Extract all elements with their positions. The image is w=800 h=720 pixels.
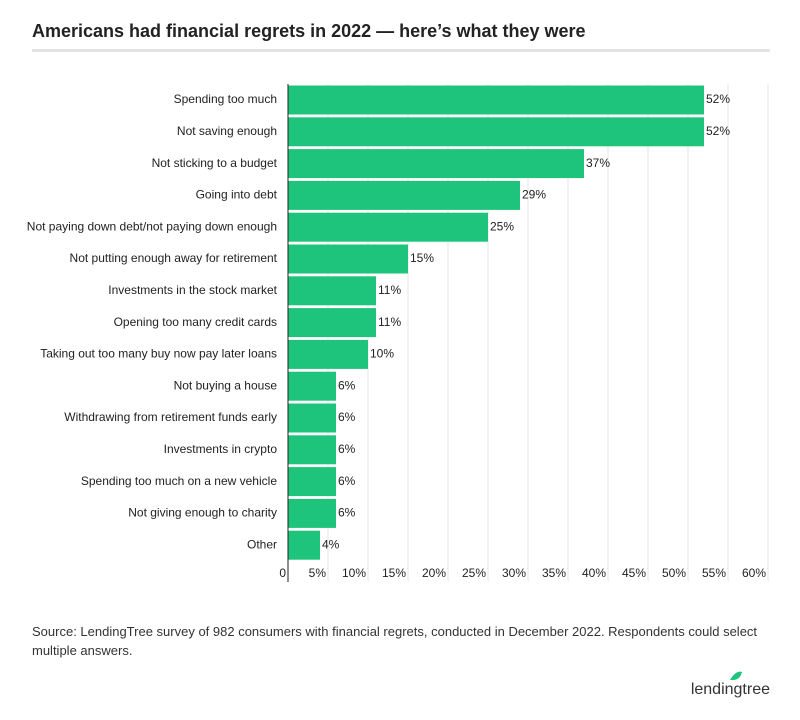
- source-note: Source: LendingTree survey of 982 consum…: [32, 624, 758, 658]
- y-tick-label: Withdrawing from retirement funds early: [64, 410, 277, 424]
- y-tick-label: Not saving enough: [177, 124, 277, 138]
- bar: [288, 244, 408, 274]
- y-tick-label: Investments in crypto: [164, 442, 278, 456]
- y-tick-label: Not paying down debt/not paying down eno…: [27, 219, 277, 233]
- y-tick-label: Investments in the stock market: [108, 283, 277, 297]
- x-tick-label: 50%: [662, 566, 686, 580]
- bar: [288, 467, 336, 497]
- value-label: 6%: [338, 378, 356, 392]
- x-tick-label: 35%: [542, 566, 566, 580]
- value-label: 52%: [706, 124, 730, 138]
- chart-title: Americans had financial regrets in 2022 …: [32, 21, 586, 41]
- x-tick-label: 45%: [622, 566, 646, 580]
- x-tick-label: 5%: [309, 566, 327, 580]
- value-label: 6%: [338, 442, 356, 456]
- x-tick-label: 0: [279, 566, 286, 580]
- bar: [288, 339, 368, 369]
- title-rule: [32, 49, 770, 52]
- x-tick-label: 20%: [422, 566, 446, 580]
- y-tick-label: Going into debt: [196, 188, 278, 202]
- value-label: 6%: [338, 474, 356, 488]
- x-tick-label: 15%: [382, 566, 406, 580]
- x-tick-label: 60%: [742, 566, 766, 580]
- logo-leaf: [730, 671, 742, 681]
- value-label: 37%: [586, 156, 610, 170]
- x-tick-label: 10%: [342, 566, 366, 580]
- bar: [288, 530, 320, 560]
- value-label: 11%: [378, 315, 401, 329]
- value-label: 25%: [490, 219, 514, 233]
- value-label: 4%: [322, 537, 340, 551]
- y-tick-label: Spending too much: [174, 92, 277, 106]
- value-label: 10%: [370, 347, 394, 361]
- bar: [288, 117, 704, 147]
- bar: [288, 85, 704, 115]
- value-label: 6%: [338, 410, 356, 424]
- x-tick-label: 55%: [702, 566, 726, 580]
- bar: [288, 180, 520, 210]
- brand: lendingtree: [691, 681, 770, 698]
- y-tick-label: Other: [247, 537, 277, 551]
- y-tick-label: Not giving enough to charity: [128, 506, 277, 520]
- x-tick-label: 40%: [582, 566, 606, 580]
- logo: lendingtree: [691, 671, 770, 698]
- y-tick-label: Not putting enough away for retirement: [70, 251, 278, 265]
- bar: [288, 371, 336, 401]
- value-label: 29%: [522, 188, 546, 202]
- bar: [288, 149, 584, 179]
- y-tick-label: Taking out too many buy now pay later lo…: [40, 347, 277, 361]
- bar: [288, 276, 376, 306]
- bar: [288, 403, 336, 433]
- value-label: 11%: [378, 283, 401, 297]
- y-tick-label: Opening too many credit cards: [114, 315, 277, 329]
- value-label: 6%: [338, 506, 356, 520]
- y-tick-label: Spending too much on a new vehicle: [81, 474, 277, 488]
- value-label: 15%: [410, 251, 434, 265]
- value-label: 52%: [706, 92, 730, 106]
- x-tick-label: 30%: [502, 566, 526, 580]
- bar: [288, 212, 488, 242]
- x-tick-label: 25%: [462, 566, 486, 580]
- bar: [288, 308, 376, 338]
- bar: [288, 435, 336, 465]
- y-tick-label: Not sticking to a budget: [152, 156, 278, 170]
- bar: [288, 498, 336, 528]
- y-tick-label: Not buying a house: [174, 378, 278, 392]
